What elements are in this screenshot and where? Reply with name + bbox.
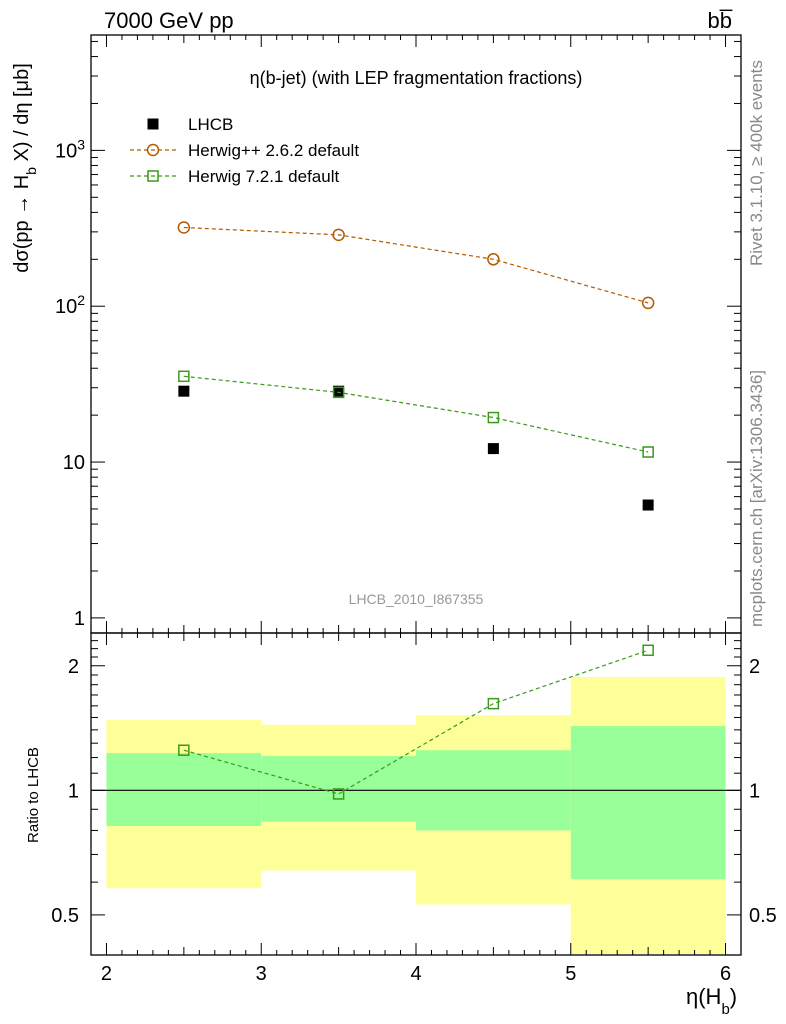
rivet-label: Rivet 3.1.10, ≥ 400k events (747, 60, 766, 266)
process-label: bb̅ (708, 8, 733, 33)
data-point (641, 296, 655, 310)
y-tick-label: 103 (55, 136, 85, 162)
series-0 (178, 385, 654, 511)
x-tick-label: 4 (410, 963, 421, 985)
series-2 (178, 370, 654, 458)
data-point (178, 370, 190, 383)
ratio-y-tick-label: 1 (68, 780, 79, 802)
ratio-y-tick-label-right: 0.5 (749, 905, 777, 927)
legend-marker (146, 143, 160, 157)
ratio-series-line (183, 649, 649, 795)
ratio-y-axis-label: Ratio to LHCB (25, 747, 42, 843)
ratio-bands (91, 676, 741, 954)
legend-marker (147, 170, 159, 182)
x-tick-label: 5 (565, 963, 576, 985)
series-1 (177, 221, 655, 310)
ratio-data-point (178, 744, 190, 756)
x-tick-label: 3 (256, 963, 267, 985)
x-axis-label: η(Hb) (686, 984, 737, 1018)
series-line (183, 226, 649, 304)
ratio-y-tick-label-right: 1 (749, 780, 760, 802)
ratio-series-0 (178, 644, 654, 800)
plot-title: η(b-jet) (with LEP fragmentation fractio… (250, 68, 583, 88)
analysis-watermark: LHCB_2010_I867355 (349, 591, 484, 607)
legend-entry: Herwig 7.2.1 default (130, 167, 339, 186)
stat-uncertainty-band (570, 726, 726, 880)
ratio-y-tick-label-right: 2 (749, 656, 760, 678)
data-point (487, 443, 499, 455)
legend: LHCB Herwig++ 2.6.2 default Herwig 7.2.1 d… (130, 115, 359, 186)
data-point (487, 253, 500, 266)
y-tick-label: 102 (55, 292, 85, 318)
ratio-data-point (642, 644, 654, 657)
axes: 2 3 4 5 6 1 10 102 103 0.5 0.5 1 1 2 2 (51, 35, 777, 985)
data-layer (177, 221, 655, 800)
data-point (487, 411, 500, 424)
x-tick-label: 6 (720, 963, 731, 985)
stat-uncertainty-band (106, 753, 262, 826)
data-point (642, 499, 654, 511)
mcplots-label: mcplots.cern.ch [arXiv:1306.3436] (747, 370, 766, 627)
data-point (332, 228, 345, 242)
y-tick-label: 10 (63, 452, 85, 474)
ratio-data-point (487, 697, 500, 710)
legend-entry: Herwig++ 2.6.2 default (130, 141, 359, 160)
data-point (642, 446, 654, 458)
ratio-y-tick-label: 2 (68, 656, 79, 678)
legend-label: Herwig 7.2.1 default (188, 167, 339, 186)
legend-marker (147, 118, 159, 130)
y-tick-label: 1 (74, 608, 85, 630)
main-y-axis-label: dσ(pp → Hb X) / dη [μb] (11, 63, 39, 273)
energy-label: 7000 GeV pp (104, 8, 234, 33)
legend-entry: LHCB (147, 115, 233, 134)
series-line (183, 375, 649, 453)
ratio-y-tick-label: 0.5 (51, 905, 79, 927)
data-point (177, 221, 191, 234)
legend-label: Herwig++ 2.6.2 default (188, 141, 359, 160)
data-point (178, 385, 190, 397)
x-tick-label: 2 (101, 963, 112, 985)
data-point (332, 386, 345, 399)
legend-label: LHCB (188, 115, 233, 134)
data-point (333, 385, 345, 397)
ratio-data-point (332, 788, 345, 800)
